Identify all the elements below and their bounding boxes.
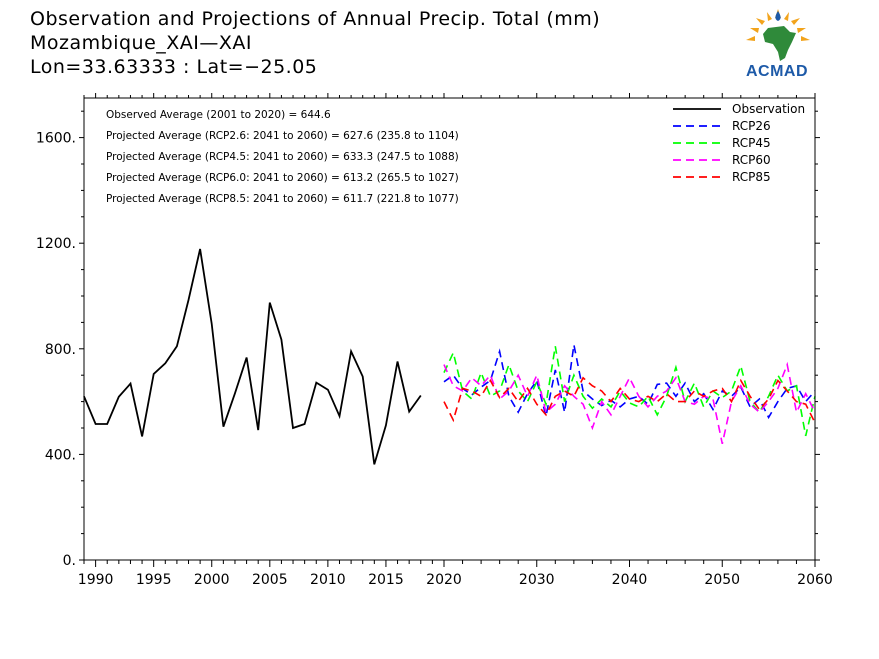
legend-label: RCP45 <box>732 136 771 150</box>
annotation-line: Projected Average (RCP6.0: 2041 to 2060)… <box>106 172 459 184</box>
series-line-rcp26 <box>443 344 816 420</box>
legend-label: Observation <box>732 102 805 116</box>
series-line-observation <box>83 248 422 465</box>
africa-sun-logo-icon <box>746 9 810 61</box>
x-tick-label: 2000 <box>194 572 230 588</box>
coordinates-label: Lon=33.63333 : Lat=−25.05 <box>30 56 318 78</box>
axes: 0. 400. 800. 1200. 1600. 1990 1995 2000 2005 2010… <box>36 93 833 588</box>
y-tick-label: 1600. <box>36 131 76 147</box>
series-line-rcp85 <box>443 376 816 424</box>
legend-label: RCP60 <box>732 153 771 167</box>
y-tick-label: 800. <box>45 342 76 358</box>
annotation-block: Observed Average (2001 to 2020) = 644.6 P… <box>106 109 459 205</box>
x-tick-label: 1990 <box>78 572 114 588</box>
y-tick-label: 0. <box>63 553 76 569</box>
legend-label: RCP85 <box>732 170 771 184</box>
annotation-line: Observed Average (2001 to 2020) = 644.6 <box>106 109 331 121</box>
x-tick-label: 2050 <box>704 572 740 588</box>
annotation-line: Projected Average (RCP8.5: 2041 to 2060)… <box>106 193 459 205</box>
y-tick-label: 1200. <box>36 236 76 252</box>
x-tick-label: 2015 <box>368 572 404 588</box>
series-line-rcp45 <box>443 346 816 437</box>
chart-title: Observation and Projections of Annual Pr… <box>30 8 601 30</box>
legend-label: RCP26 <box>732 119 771 133</box>
series-layer <box>83 248 816 465</box>
annotation-line: Projected Average (RCP4.5: 2041 to 2060)… <box>106 151 459 163</box>
annotation-line: Projected Average (RCP2.6: 2041 to 2060)… <box>106 130 459 142</box>
legend: Observation RCP26 RCP45 RCP60 RCP85 <box>673 102 805 184</box>
x-tick-label: 1995 <box>136 572 172 588</box>
x-tick-label: 2040 <box>612 572 648 588</box>
y-tick-label: 400. <box>45 447 76 463</box>
location-name: Mozambique_XAI—XAI <box>30 32 253 54</box>
x-tick-label: 2060 <box>797 572 833 588</box>
x-tick-label: 2010 <box>310 572 346 588</box>
x-tick-label: 2030 <box>519 572 555 588</box>
plot-frame <box>83 97 816 561</box>
x-tick-label: 2005 <box>252 572 288 588</box>
series-line-rcp60 <box>443 361 816 444</box>
x-tick-label: 2020 <box>426 572 462 588</box>
logo-text: ACMAD <box>745 63 809 80</box>
